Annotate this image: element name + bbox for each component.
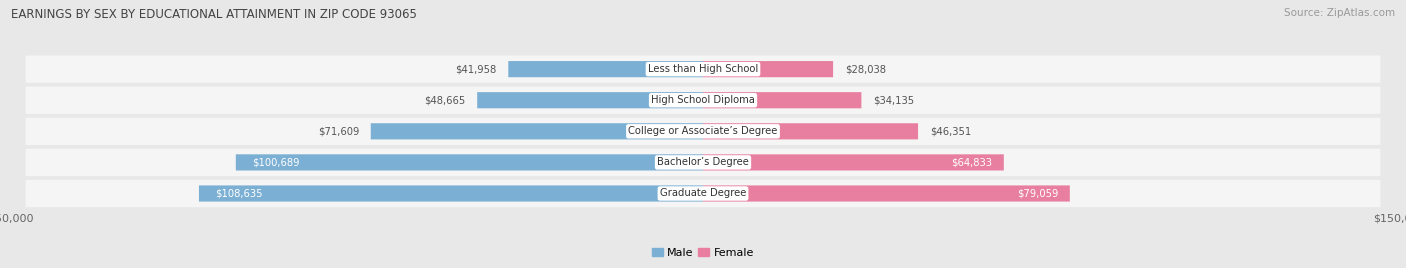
FancyBboxPatch shape	[200, 185, 703, 202]
Text: $28,038: $28,038	[845, 64, 886, 74]
Text: EARNINGS BY SEX BY EDUCATIONAL ATTAINMENT IN ZIP CODE 93065: EARNINGS BY SEX BY EDUCATIONAL ATTAINMEN…	[11, 8, 418, 21]
FancyBboxPatch shape	[477, 92, 703, 108]
Text: High School Diploma: High School Diploma	[651, 95, 755, 105]
Text: $46,351: $46,351	[929, 126, 972, 136]
Text: $79,059: $79,059	[1017, 188, 1059, 199]
Text: College or Associate’s Degree: College or Associate’s Degree	[628, 126, 778, 136]
FancyBboxPatch shape	[703, 185, 1070, 202]
FancyBboxPatch shape	[703, 61, 834, 77]
FancyBboxPatch shape	[703, 92, 862, 108]
FancyBboxPatch shape	[371, 123, 703, 139]
FancyBboxPatch shape	[25, 55, 1381, 83]
FancyBboxPatch shape	[703, 123, 918, 139]
FancyBboxPatch shape	[25, 87, 1381, 114]
FancyBboxPatch shape	[25, 118, 1381, 145]
FancyBboxPatch shape	[509, 61, 703, 77]
Text: Source: ZipAtlas.com: Source: ZipAtlas.com	[1284, 8, 1395, 18]
FancyBboxPatch shape	[703, 154, 1004, 170]
Legend: Male, Female: Male, Female	[647, 244, 759, 263]
Text: $64,833: $64,833	[952, 157, 993, 168]
FancyBboxPatch shape	[25, 180, 1381, 207]
Text: $41,958: $41,958	[456, 64, 496, 74]
FancyBboxPatch shape	[25, 149, 1381, 176]
Text: $108,635: $108,635	[215, 188, 263, 199]
Text: Less than High School: Less than High School	[648, 64, 758, 74]
Text: Graduate Degree: Graduate Degree	[659, 188, 747, 199]
Text: Bachelor’s Degree: Bachelor’s Degree	[657, 157, 749, 168]
Text: $100,689: $100,689	[252, 157, 299, 168]
FancyBboxPatch shape	[236, 154, 703, 170]
Text: $71,609: $71,609	[318, 126, 359, 136]
Text: $48,665: $48,665	[425, 95, 465, 105]
Text: $34,135: $34,135	[873, 95, 914, 105]
